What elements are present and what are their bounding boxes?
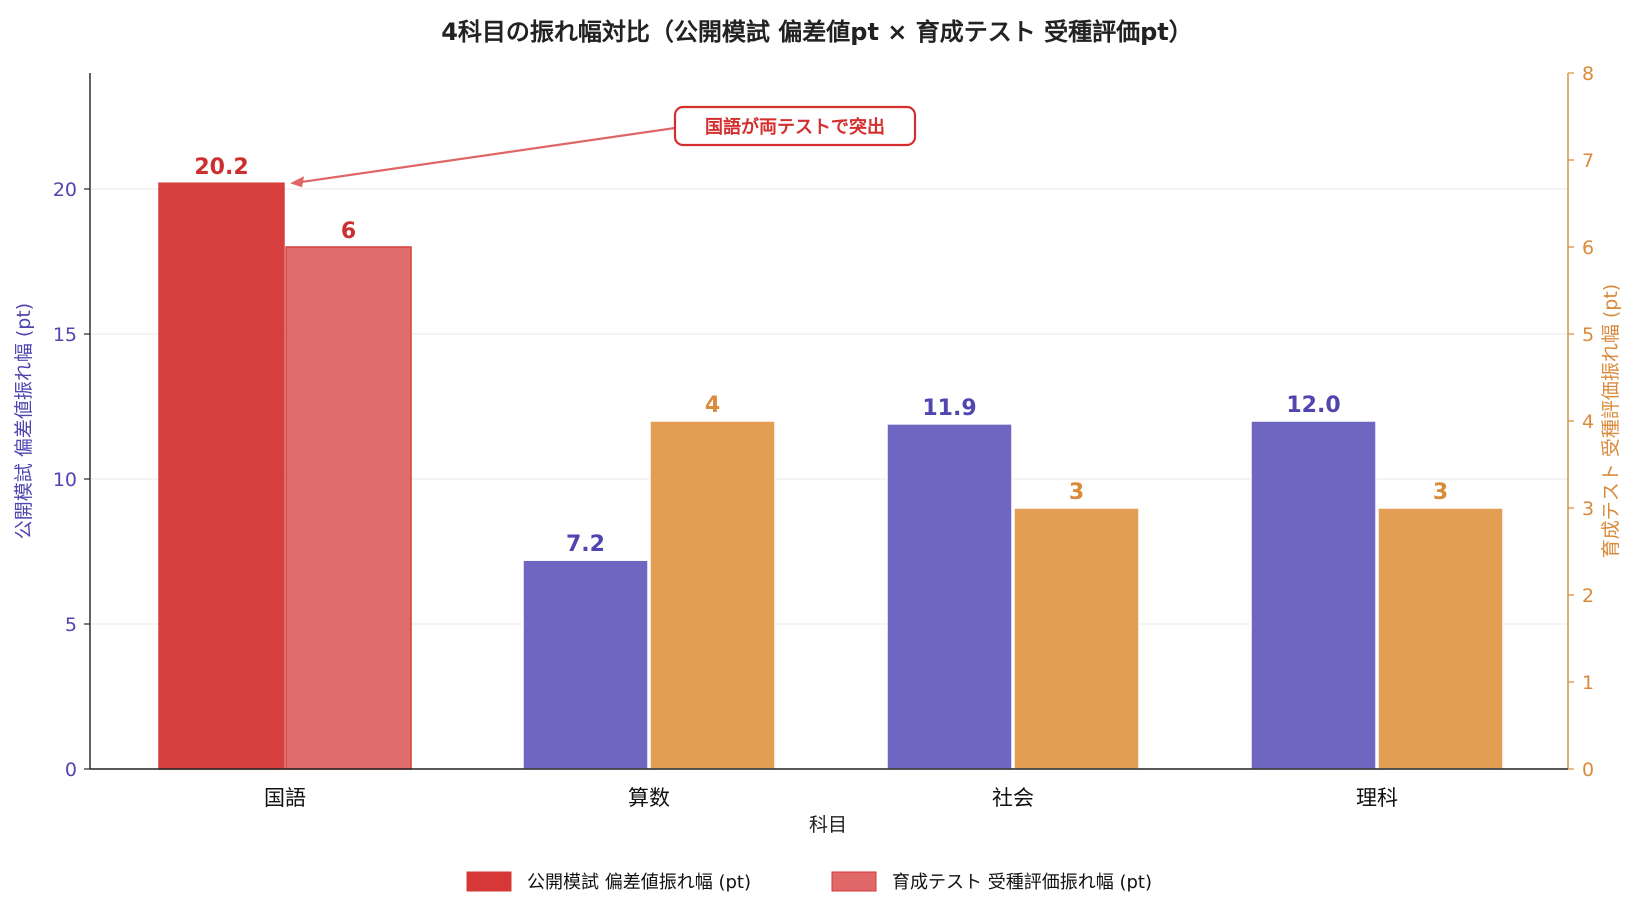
bar-labels: 20.2 6 7.2 4 11.9 3 12.0 3 (194, 155, 1448, 557)
bar-国語-mock-exam (158, 182, 285, 770)
legend-label-mock-exam: 公開模試 偏差値振れ幅 (pt) (527, 872, 751, 893)
y-right-tick-label: 2 (1582, 585, 1594, 607)
data-label: 12.0 (1286, 393, 1340, 418)
annotation-box (673, 105, 917, 147)
bar-理科-mock-exam (1250, 420, 1377, 770)
y-right-tick-label: 4 (1582, 411, 1594, 433)
legend: 公開模試 偏差値振れ幅 (pt) 育成テスト 受種評価振れ幅 (pt) (466, 871, 1152, 893)
bar-算数-mock-exam (522, 559, 649, 770)
annotation: 国語が両テストで突出 (290, 105, 917, 188)
x-tick-label: 国語 (264, 786, 306, 810)
y-left-tick-label: 5 (65, 614, 77, 636)
x-tick-label: 理科 (1356, 786, 1398, 810)
y-axis-right-label: 育成テスト 受種評価振れ幅 (pt) (1600, 284, 1622, 558)
bar-社会-mock-exam (886, 423, 1013, 770)
bar-算数-ikusei-test (649, 420, 776, 770)
x-axis-label: 科目 (809, 814, 847, 836)
data-label: 6 (341, 219, 356, 244)
y-axis-left-label: 公開模試 偏差値振れ幅 (pt) (13, 303, 35, 539)
bar-理科-ikusei-test (1377, 507, 1504, 770)
bars (158, 182, 1504, 770)
y-left-tick-label: 15 (53, 324, 77, 346)
legend-swatch-ikusei-test (831, 871, 877, 892)
data-label: 11.9 (922, 396, 976, 421)
data-label: 4 (705, 393, 720, 418)
chart-title: 4科目の振れ幅対比（公開模試 偏差値pt × 育成テスト 受種評価pt） (441, 18, 1193, 46)
annotation-text: 国語が両テストで突出 (705, 116, 885, 138)
y-right-tick-label: 5 (1582, 324, 1594, 346)
data-label: 3 (1069, 480, 1084, 505)
y-right-tick-label: 0 (1582, 759, 1594, 781)
y-right-tick-label: 6 (1582, 237, 1594, 259)
y-left-tick-label: 10 (53, 469, 77, 491)
annotation-arrowhead (290, 176, 304, 188)
x-tick-label: 算数 (628, 786, 670, 810)
data-label: 7.2 (566, 532, 605, 557)
annotation-arrow (299, 126, 676, 184)
y-right-tick-label: 8 (1582, 63, 1594, 85)
data-label: 3 (1433, 480, 1448, 505)
y-left-tick-label: 20 (53, 179, 77, 201)
legend-label-ikusei-test: 育成テスト 受種評価振れ幅 (pt) (892, 872, 1152, 893)
bar-社会-ikusei-test (1013, 507, 1140, 770)
x-tick-label: 社会 (992, 786, 1034, 810)
axes: 0 5 10 15 20 0 1 2 3 4 5 6 7 8 国語 算数 社会 理科 (53, 63, 1594, 810)
bar-国語-ikusei-test (285, 246, 412, 770)
y-right-tick-label: 1 (1582, 672, 1594, 694)
y-right-tick-label: 3 (1582, 498, 1594, 520)
y-right-tick-label: 7 (1582, 150, 1594, 172)
data-label: 20.2 (194, 155, 248, 180)
y-left-tick-label: 0 (65, 759, 77, 781)
legend-swatch-mock-exam (466, 871, 512, 892)
